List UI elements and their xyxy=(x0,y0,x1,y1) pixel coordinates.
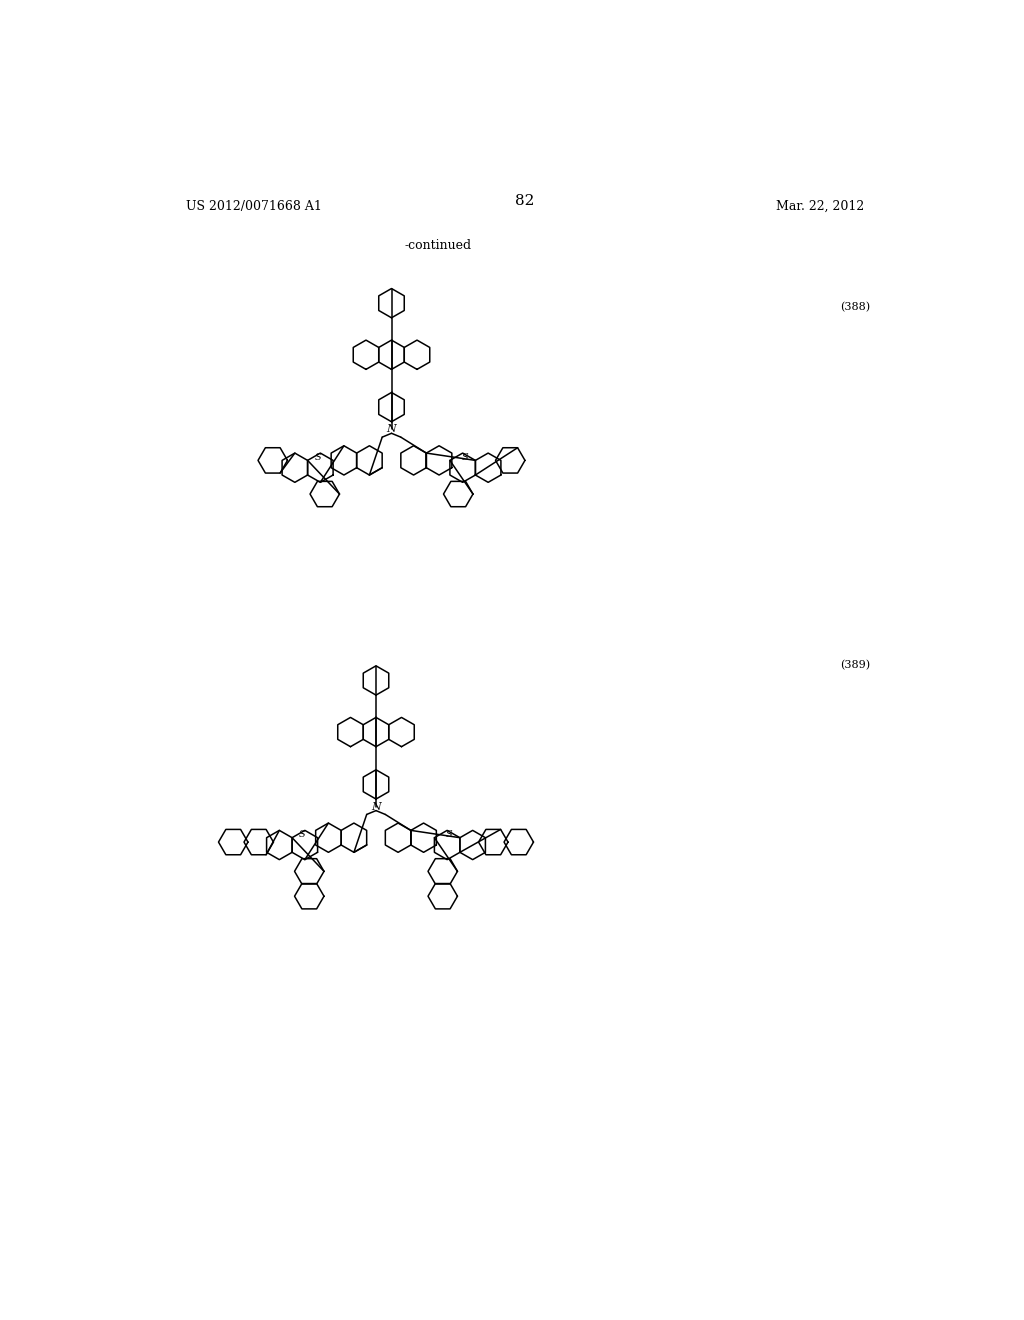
Text: US 2012/0071668 A1: US 2012/0071668 A1 xyxy=(186,199,322,213)
Text: -continued: -continued xyxy=(404,239,472,252)
Text: S: S xyxy=(446,830,453,840)
Text: Mar. 22, 2012: Mar. 22, 2012 xyxy=(776,199,864,213)
Text: N: N xyxy=(371,801,381,812)
Text: S: S xyxy=(314,453,322,462)
Text: 82: 82 xyxy=(515,194,535,207)
Text: N: N xyxy=(387,425,396,434)
Text: S: S xyxy=(299,830,306,840)
Text: (388): (388) xyxy=(841,302,870,312)
Text: (389): (389) xyxy=(841,660,870,671)
Text: S: S xyxy=(462,453,468,462)
